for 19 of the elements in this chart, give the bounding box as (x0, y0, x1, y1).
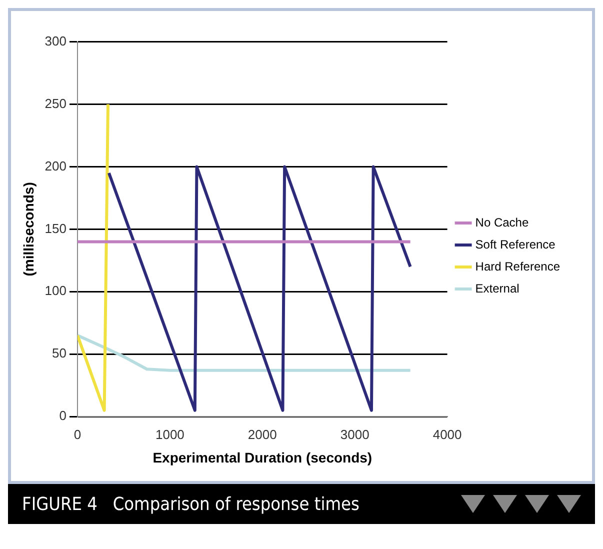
y-tick-label: 50 (52, 346, 66, 361)
x-tick-label: 4000 (432, 426, 462, 442)
legend-label: Hard Reference (475, 259, 560, 274)
y-tick-label: 0 (59, 408, 66, 424)
legend-label: No Cache (475, 215, 529, 230)
caption: FIGURE 4 Comparison of response times (22, 494, 360, 514)
x-axis-title: Experimental Duration (seconds) (152, 449, 372, 466)
y-tick-label: 150 (44, 220, 66, 236)
y-tick-label: 100 (44, 283, 66, 298)
legend-label: Soft Reference (475, 237, 556, 252)
legend-label: External (475, 281, 520, 296)
y-tick-label: 200 (44, 158, 66, 174)
x-tick-label: 2000 (248, 426, 277, 442)
y-axis-title: (milliseconds) (20, 182, 36, 276)
x-tick-label: 3000 (340, 426, 370, 442)
x-tick-label: 1000 (155, 426, 184, 442)
x-tick-label: 0 (74, 426, 82, 442)
y-tick-label: 250 (44, 96, 66, 111)
y-tick-label: 300 (44, 33, 66, 48)
